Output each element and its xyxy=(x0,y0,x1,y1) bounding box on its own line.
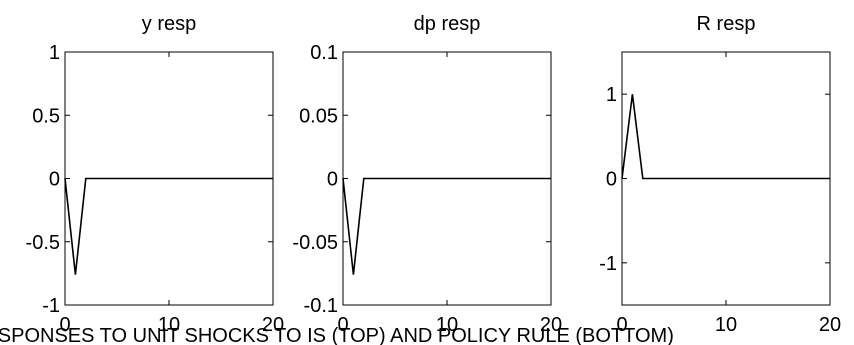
y-tick-label: 0.1 xyxy=(310,42,338,64)
y-tick-label: 0.05 xyxy=(299,105,338,127)
figure-caption: RESPONSES TO UNIT SHOCKS TO IS (TOP) AND… xyxy=(0,325,674,345)
y-tick-label: 0 xyxy=(49,169,60,191)
y-tick-label: -0.1 xyxy=(304,295,338,317)
y-tick-label: -1 xyxy=(42,295,60,317)
chart-panel-1: -1-0.500.510 10 20y resp xyxy=(26,13,285,336)
chart-panels: -1-0.500.510 10 20y resp-0.1-0.0500.050.10… xyxy=(26,13,842,336)
chart-title: y resp xyxy=(142,13,196,35)
chart-title: R resp xyxy=(697,13,756,35)
y-tick-label: -0.05 xyxy=(292,232,338,254)
y-tick-label: 1 xyxy=(606,84,617,106)
y-tick-label: 0 xyxy=(606,169,617,191)
y-tick-label: 1 xyxy=(49,42,60,64)
y-tick-label: -0.5 xyxy=(26,232,60,254)
x-tick-label: 20 xyxy=(819,314,841,336)
chart-title: dp resp xyxy=(414,13,481,35)
y-tick-label: 0.5 xyxy=(32,105,60,127)
x-tick-label: 10 xyxy=(715,314,737,336)
y-tick-label: 0 xyxy=(327,169,338,191)
y-tick-label: -1 xyxy=(599,253,617,275)
